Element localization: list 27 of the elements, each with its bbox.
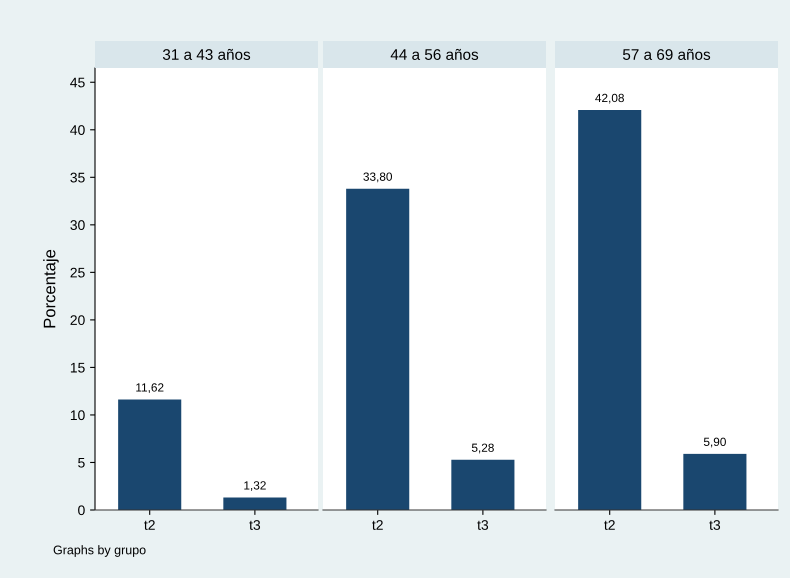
y-axis-title: Porcentaje	[43, 250, 59, 328]
text: Graphs by grupo	[54, 545, 146, 557]
data-label: 11,62	[136, 383, 164, 394]
y-tick-label: 0	[78, 505, 85, 516]
x-tick-label: t2	[144, 520, 155, 530]
y-tick-label: 30	[70, 220, 85, 230]
y-tick-label: 25	[70, 268, 85, 278]
data-label: 42,08	[595, 94, 624, 104]
x-tick-label: t2	[604, 520, 615, 530]
data-label: 1,32	[244, 481, 266, 491]
chart-title: 31 a 43 años	[162, 48, 250, 60]
y-tick-label: 20	[70, 315, 85, 326]
y-tick-label: 5	[78, 458, 85, 468]
x-tick-label: t3	[477, 520, 488, 530]
chart-title: 44 a 56 años	[390, 48, 478, 60]
x-tick-label: t3	[249, 520, 260, 530]
data-label: 33,80	[363, 172, 392, 182]
x-tick-label: t3	[709, 520, 720, 530]
data-label: 5,28	[472, 444, 494, 454]
y-tick-label: 15	[70, 362, 85, 373]
y-tick-label: 35	[70, 172, 85, 182]
data-label: 5,90	[704, 438, 726, 448]
y-tick-label: 10	[70, 410, 85, 420]
y-tick-label: 45	[70, 78, 85, 88]
x-tick-label: t2	[372, 520, 383, 530]
y-tick-label: 40	[70, 125, 85, 135]
chart-title: 57 a 69 años	[622, 48, 710, 60]
